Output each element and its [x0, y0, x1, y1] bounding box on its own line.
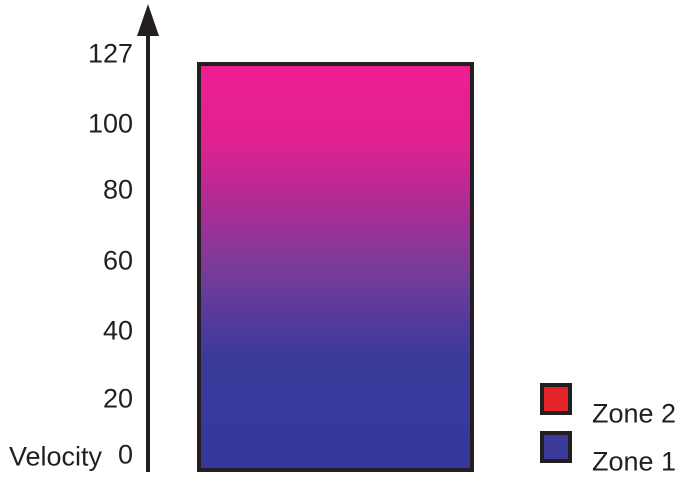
legend-label-zone1: Zone 1 [592, 446, 677, 477]
legend-label-zone2: Zone 2 [592, 398, 677, 429]
y-tick-label-80: 80 [102, 174, 133, 205]
y-tick-label-127: 127 [87, 38, 133, 69]
zone-velocity-bar [197, 62, 474, 472]
legend-swatch-zone2 [540, 383, 572, 415]
arrow-up-icon [137, 4, 159, 36]
y-tick-label-0: 0 [117, 439, 133, 470]
y-tick-label-60: 60 [102, 245, 133, 276]
legend-swatch-zone1 [540, 431, 572, 463]
y-axis-line [146, 28, 150, 472]
y-tick-label-40: 40 [102, 315, 133, 346]
y-tick-label-20: 20 [102, 383, 133, 414]
y-axis-label: Velocity [9, 441, 103, 472]
y-tick-label-100: 100 [87, 108, 133, 139]
